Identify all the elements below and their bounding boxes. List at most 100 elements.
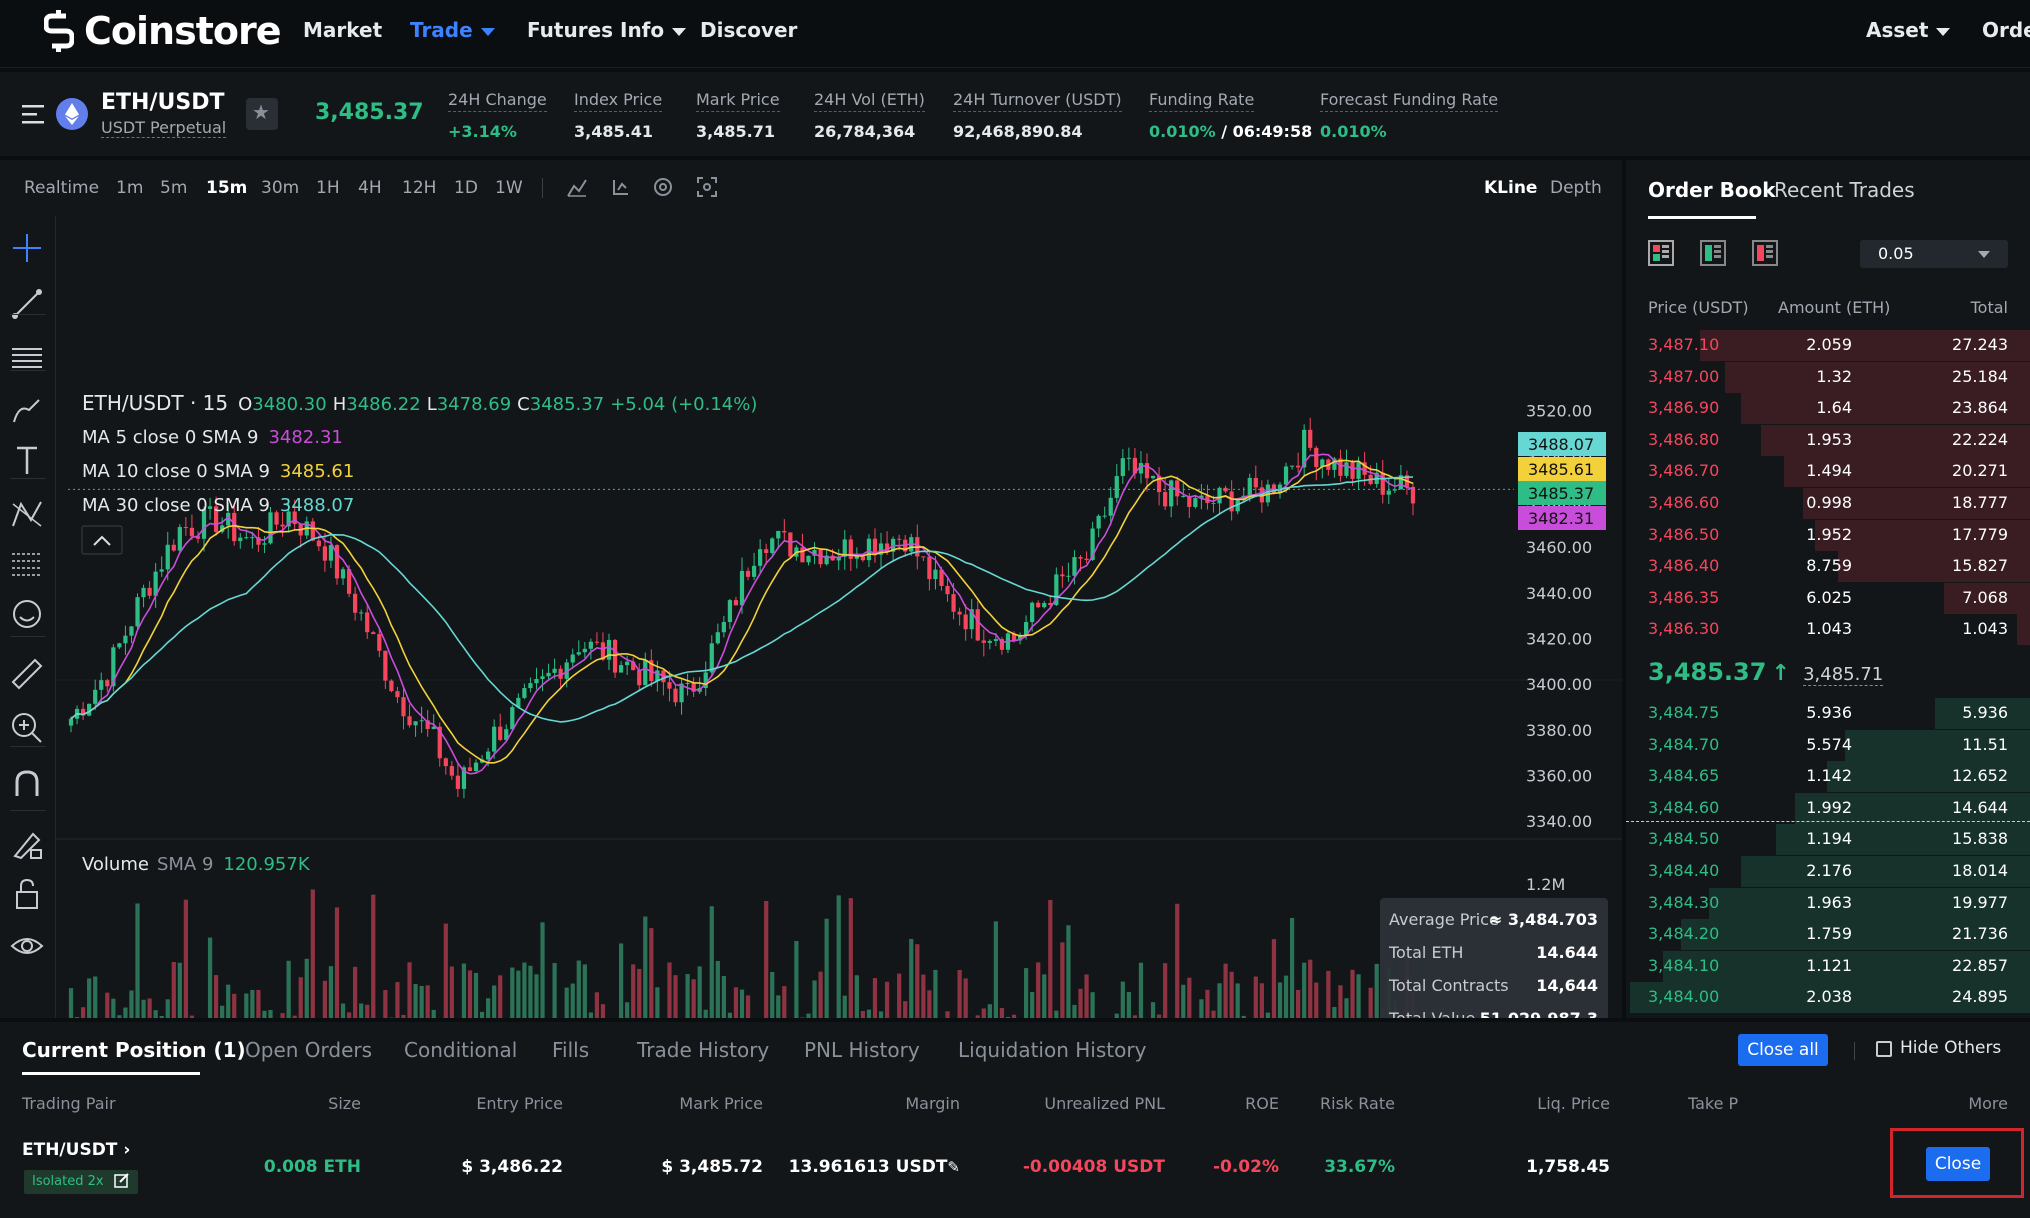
coinstore-logo[interactable]: Coinstore	[44, 8, 281, 54]
nav-discover[interactable]: Discover	[700, 18, 798, 42]
trend-line-icon[interactable]	[9, 286, 47, 324]
ask-row[interactable]: 3,487.10 2.059 27.243	[1626, 330, 2030, 361]
view-kline[interactable]: KLine	[1484, 178, 1538, 198]
tab-fills[interactable]: Fills	[552, 1038, 590, 1062]
ask-row[interactable]: 3,486.50 1.952 17.779	[1626, 519, 2030, 551]
position-pair[interactable]: ETH/USDT ›	[22, 1140, 130, 1160]
bid-row[interactable]: 3,484.20 1.759 21.736	[1626, 919, 2030, 951]
position-margin[interactable]: 13.961613 USDT✎	[789, 1157, 960, 1177]
ask-row[interactable]: 3,486.35 6.025 7.068	[1626, 582, 2030, 614]
timeframe-4h[interactable]: 4H	[358, 178, 382, 198]
bid-row[interactable]: 3,484.40 2.176 18.014	[1626, 856, 2030, 887]
tab-open-orders[interactable]: Open Orders	[245, 1038, 373, 1062]
ask-row[interactable]: 3,486.30 1.043 1.043	[1626, 614, 2030, 646]
precision-select[interactable]: 0.05	[1860, 240, 2008, 268]
volume-bar	[872, 978, 878, 1018]
pattern-icon[interactable]	[9, 496, 47, 534]
volume-bar	[105, 992, 110, 1018]
candle-body	[1060, 574, 1065, 577]
bid-row[interactable]: 3,484.30 1.963 19.977	[1626, 887, 2030, 919]
candle-body	[1181, 495, 1186, 497]
bid-row[interactable]: 3,484.70 5.574 11.51	[1626, 729, 2030, 761]
ticker-pair[interactable]: ETH/USDT	[101, 90, 225, 115]
tab-recent-trades[interactable]: Recent Trades	[1774, 178, 1915, 202]
ask-row[interactable]: 3,487.00 1.32 25.184	[1626, 361, 2030, 393]
volume-bar	[933, 969, 938, 1018]
tab-liquidation-history[interactable]: Liquidation History	[958, 1038, 1147, 1062]
screenshot-icon[interactable]	[696, 176, 718, 198]
col-header: More	[1968, 1094, 2008, 1113]
menu-icon[interactable]	[22, 104, 44, 124]
timeframe-1m[interactable]: 1m	[116, 178, 144, 198]
tab-order-book[interactable]: Order Book	[1648, 178, 1776, 202]
timeframe-1d[interactable]: 1D	[454, 178, 478, 198]
ask-row[interactable]: 3,486.80 1.953 22.224	[1626, 424, 2030, 456]
emoji-icon[interactable]	[9, 596, 47, 634]
nav-futures-info[interactable]: Futures Info	[527, 18, 687, 42]
timeframe-30m[interactable]: 30m	[261, 178, 300, 198]
bid-row[interactable]: 3,484.75 5.936 5.936	[1626, 698, 2030, 729]
timeframe-1h[interactable]: 1H	[316, 178, 340, 198]
kline-chart[interactable]: 3520.003500.003480.003460.003440.003420.…	[0, 160, 1622, 1018]
book-asks-icon[interactable]	[1752, 240, 1778, 266]
magnet-icon[interactable]	[9, 766, 47, 804]
ask-row[interactable]: 3,486.40 8.759 15.827	[1626, 551, 2030, 583]
contract-type[interactable]: USDT Perpetual	[101, 118, 227, 138]
ask-row[interactable]: 3,486.60 0.998 18.777	[1626, 488, 2030, 519]
tab-trade-history[interactable]: Trade History	[637, 1038, 770, 1062]
nav-asset[interactable]: Asset	[1866, 18, 1951, 42]
crosshair-icon[interactable]	[9, 230, 47, 268]
view-depth[interactable]: Depth	[1550, 178, 1602, 198]
tab-current-position[interactable]: Current Position (1)	[22, 1038, 246, 1062]
timeframe-1w[interactable]: 1W	[495, 178, 523, 198]
y-tick-label: 3520.00	[1526, 401, 1592, 420]
text-icon[interactable]	[9, 442, 47, 480]
timeframe-5m[interactable]: 5m	[160, 178, 188, 198]
horizontal-lines-icon[interactable]	[9, 340, 47, 378]
ruler-icon[interactable]	[9, 656, 47, 694]
bid-row[interactable]: 3,484.60 1.992 14.644	[1626, 792, 2030, 824]
ask-row[interactable]: 3,486.70 1.494 20.271	[1626, 456, 2030, 488]
close-all-button[interactable]: Close all	[1738, 1034, 1828, 1066]
bid-row[interactable]: 3,484.00 2.038 24.895	[1626, 982, 2030, 1014]
settings-icon[interactable]	[652, 176, 674, 198]
volume-bar	[570, 983, 575, 1018]
timeframe-realtime[interactable]: Realtime	[24, 178, 100, 198]
hide-others-checkbox[interactable]	[1876, 1041, 1892, 1057]
favorite-button[interactable]: ★	[246, 98, 278, 130]
nav-trade[interactable]: Trade	[410, 18, 495, 42]
candle-body	[1247, 477, 1252, 496]
timeframe-15m[interactable]: 15m	[206, 178, 248, 198]
chart-type-icon[interactable]	[610, 176, 632, 198]
brush-icon[interactable]	[9, 392, 47, 430]
ask-row[interactable]: 3,486.90 1.64 23.864	[1626, 393, 2030, 425]
fib-icon[interactable]	[9, 546, 47, 584]
leverage-badge[interactable]: Isolated 2x	[24, 1170, 138, 1194]
nav-market[interactable]: Market	[303, 18, 383, 42]
book-both-icon[interactable]	[1648, 240, 1674, 266]
stat-value-text: 0.010%	[1320, 122, 1387, 141]
lock-drawing-icon[interactable]	[9, 826, 47, 864]
zoom-in-icon[interactable]	[9, 710, 47, 748]
indicator-icon[interactable]	[566, 176, 588, 198]
volume-bars	[68, 889, 1416, 1018]
timeframe-12h[interactable]: 12H	[402, 178, 437, 198]
bid-row[interactable]: 3,484.10 1.121 22.857	[1626, 950, 2030, 982]
bid-row[interactable]: 3,484.65 1.142 12.652	[1626, 761, 2030, 793]
nav-order[interactable]: Order	[1982, 18, 2030, 42]
volume-bar	[111, 998, 116, 1018]
close-position-button[interactable]: Close	[1926, 1147, 1990, 1181]
book-bids-icon[interactable]	[1700, 240, 1726, 266]
lock-icon[interactable]	[9, 876, 47, 914]
candle-body	[1066, 575, 1071, 577]
ask-amount: 8.759	[1806, 556, 1852, 576]
bid-row[interactable]: 3,484.50 1.194 15.838	[1626, 824, 2030, 856]
volume-bar	[1199, 999, 1204, 1018]
tab-pnl-history[interactable]: PNL History	[804, 1038, 920, 1062]
eye-icon[interactable]	[9, 928, 47, 966]
collapse-legend-button[interactable]	[81, 525, 123, 555]
candle-body	[1042, 603, 1047, 608]
bid-total: 24.895	[1952, 987, 2008, 1007]
volume-bar	[576, 960, 581, 1018]
tab-conditional[interactable]: Conditional	[404, 1038, 518, 1062]
